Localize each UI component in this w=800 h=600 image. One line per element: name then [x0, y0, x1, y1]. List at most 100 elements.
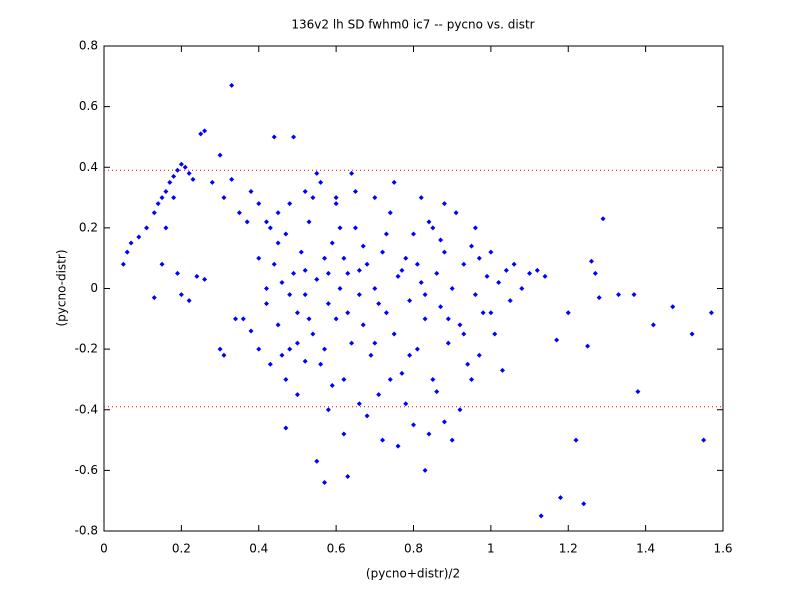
point — [178, 161, 184, 167]
point — [422, 292, 428, 298]
point — [411, 231, 416, 237]
point — [329, 240, 335, 246]
point — [650, 322, 656, 328]
point — [472, 225, 478, 231]
point — [492, 331, 498, 337]
point — [438, 237, 444, 243]
point — [144, 225, 150, 231]
point — [136, 234, 142, 240]
point — [376, 301, 382, 307]
point — [275, 210, 281, 216]
point — [434, 270, 440, 276]
point — [302, 292, 308, 298]
point — [159, 195, 165, 201]
y-tick-label: 0 — [90, 281, 98, 295]
point — [294, 310, 300, 316]
point — [325, 301, 331, 307]
point — [283, 231, 289, 237]
point — [383, 231, 389, 237]
point — [391, 331, 397, 337]
point — [167, 179, 173, 185]
point — [248, 189, 254, 194]
x-tick-label: 1.6 — [713, 542, 732, 556]
point — [461, 261, 467, 267]
point — [503, 267, 509, 273]
point — [465, 361, 471, 367]
point — [151, 210, 157, 216]
x-tick-label: 1.4 — [636, 542, 655, 556]
point — [364, 413, 370, 419]
point — [631, 292, 637, 298]
point — [449, 286, 455, 291]
point — [689, 331, 695, 337]
point — [333, 201, 339, 207]
point — [263, 301, 269, 307]
point — [708, 310, 714, 316]
point — [472, 292, 478, 298]
point — [441, 249, 447, 255]
point — [283, 425, 289, 431]
point — [175, 167, 181, 173]
point — [395, 273, 401, 279]
point — [387, 376, 393, 382]
point — [217, 152, 223, 158]
point — [256, 255, 262, 261]
point — [171, 173, 177, 179]
point — [229, 176, 235, 182]
point — [155, 201, 161, 207]
point — [337, 225, 343, 231]
point — [426, 431, 432, 437]
point — [411, 422, 416, 428]
point — [341, 376, 347, 382]
point — [186, 298, 192, 304]
point — [306, 219, 312, 225]
point — [120, 261, 126, 267]
point — [581, 501, 587, 507]
point — [507, 298, 513, 304]
point — [345, 310, 351, 316]
point — [194, 273, 200, 279]
point — [163, 189, 169, 194]
point — [325, 407, 331, 413]
point — [302, 267, 308, 273]
point — [279, 279, 285, 285]
point — [178, 292, 184, 298]
x-tick-label: 0.8 — [404, 542, 423, 556]
point — [596, 295, 602, 301]
point — [345, 473, 351, 479]
point — [414, 346, 420, 352]
point — [457, 322, 463, 328]
point — [310, 331, 316, 337]
point — [380, 249, 386, 255]
y-tick-label: -0.8 — [75, 524, 98, 538]
point — [217, 346, 223, 352]
point — [441, 201, 447, 207]
point — [399, 370, 405, 376]
y-tick-label: 0.2 — [79, 220, 98, 234]
point — [233, 316, 239, 322]
point — [294, 392, 300, 398]
point — [445, 340, 451, 346]
point — [476, 352, 482, 358]
point — [592, 270, 598, 276]
point — [302, 189, 308, 194]
point — [267, 225, 273, 231]
y-tick-label: 0.8 — [79, 39, 98, 53]
point — [322, 480, 328, 485]
point — [364, 261, 370, 267]
point — [349, 340, 355, 346]
point — [186, 170, 192, 176]
point — [124, 249, 130, 255]
point — [430, 376, 436, 382]
y-axis-label: (pycno-distr) — [55, 249, 69, 326]
point — [291, 270, 297, 276]
point — [534, 267, 540, 273]
point — [434, 389, 440, 395]
point — [356, 401, 362, 407]
point — [221, 352, 227, 358]
point — [298, 249, 304, 255]
point — [341, 431, 347, 437]
point — [558, 495, 564, 501]
x-tick-label: 0.6 — [327, 542, 346, 556]
